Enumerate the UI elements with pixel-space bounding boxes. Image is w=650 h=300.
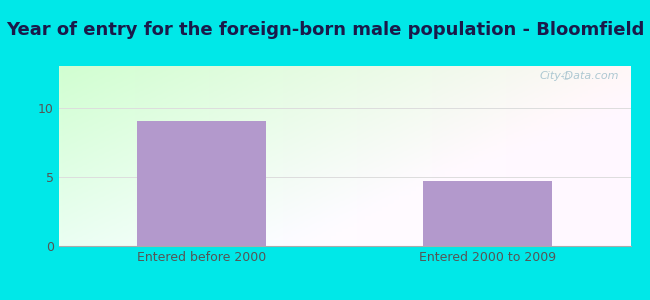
Text: City-Data.com: City-Data.com bbox=[540, 71, 619, 81]
Bar bbox=[137, 122, 266, 246]
Text: ○: ○ bbox=[562, 71, 571, 81]
Bar bbox=[423, 181, 552, 246]
Text: Year of entry for the foreign-born male population - Bloomfield: Year of entry for the foreign-born male … bbox=[6, 21, 644, 39]
